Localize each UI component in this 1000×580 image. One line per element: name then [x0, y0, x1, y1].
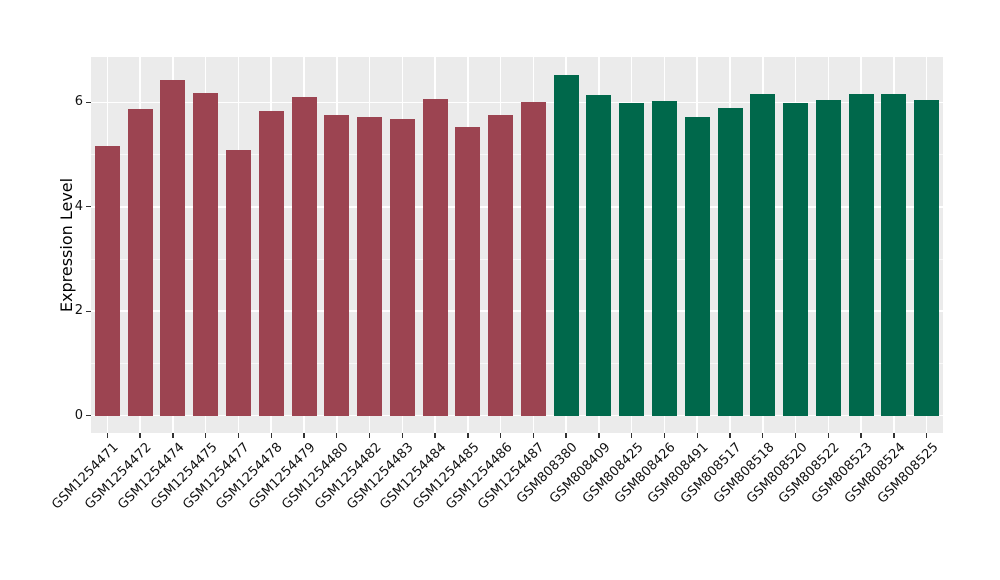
- bar-GSM1254471: [94, 145, 120, 416]
- bar-GSM1254474: [160, 79, 186, 416]
- bar-GSM808425: [619, 103, 645, 416]
- y-axis-tick-0: [86, 414, 91, 417]
- bar-GSM808491: [684, 117, 710, 416]
- gridline-major-y-0: [91, 414, 943, 417]
- x-axis-tick-GSM808425: [630, 433, 633, 438]
- x-axis-tick-GSM1254484: [434, 433, 436, 438]
- y-tick-label: 6: [74, 94, 83, 110]
- bar-GSM808517: [717, 107, 743, 416]
- plot-panel: [91, 57, 943, 433]
- bar-GSM1254478: [258, 110, 284, 416]
- bar-GSM1254480: [324, 115, 350, 416]
- x-axis-tick-GSM808520: [794, 433, 797, 438]
- x-axis-tick-GSM1254486: [499, 433, 502, 438]
- gridline-minor-y-1: [91, 362, 943, 364]
- y-tick-label: 4: [74, 198, 83, 214]
- bar-GSM1254472: [127, 109, 153, 416]
- x-axis-tick-GSM1254487: [532, 433, 535, 438]
- x-axis-tick-GSM1254477: [237, 433, 240, 438]
- bar-GSM1254486: [488, 114, 514, 416]
- x-axis-tick-GSM808491: [696, 433, 698, 438]
- x-axis-tick-GSM1254475: [204, 433, 207, 438]
- bar-GSM808518: [750, 93, 776, 416]
- bar-GSM808426: [651, 101, 677, 416]
- bar-GSM808522: [815, 100, 841, 416]
- x-axis-tick-GSM808525: [925, 433, 928, 438]
- y-axis-tick-6: [86, 101, 91, 104]
- x-axis-tick-GSM808517: [729, 433, 731, 438]
- x-axis-tick-GSM808523: [860, 433, 862, 438]
- gridline-minor-y-3: [91, 258, 943, 260]
- bar-GSM808525: [914, 100, 940, 416]
- x-axis-tick-GSM808426: [663, 433, 666, 438]
- x-axis-tick-GSM1254471: [106, 433, 109, 438]
- gridline-major-y-2: [91, 310, 943, 312]
- x-axis-tick-GSM1254480: [336, 433, 338, 438]
- x-axis-tick-GSM1254482: [368, 433, 371, 438]
- x-axis-tick-GSM808522: [827, 433, 829, 438]
- bar-GSM808409: [586, 95, 612, 416]
- x-axis-tick-GSM1254485: [467, 433, 469, 438]
- bar-GSM1254485: [455, 127, 481, 416]
- y-tick-label: 2: [74, 303, 83, 319]
- bar-GSM1254483: [389, 118, 415, 416]
- y-axis-tick-2: [86, 310, 91, 312]
- x-axis-tick-GSM1254474: [172, 433, 174, 438]
- bar-GSM1254484: [422, 99, 448, 416]
- x-axis-tick-GSM1254478: [270, 433, 272, 438]
- bar-GSM1254482: [357, 117, 383, 416]
- bar-GSM1254487: [520, 101, 546, 416]
- x-axis-tick-GSM1254483: [401, 433, 403, 438]
- bar-GSM808520: [783, 102, 809, 416]
- gridline-major-y-6: [91, 101, 943, 104]
- bar-GSM1254477: [225, 149, 251, 416]
- bar-GSM1254475: [193, 93, 219, 416]
- y-axis-tick-4: [86, 206, 91, 208]
- x-axis-tick-GSM808518: [762, 433, 764, 438]
- y-tick-label: 0: [74, 407, 83, 423]
- x-axis-tick-GSM1254472: [139, 433, 141, 438]
- x-axis-tick-GSM1254479: [303, 433, 305, 438]
- gridline-minor-y-5: [91, 154, 943, 156]
- x-axis-tick-GSM808380: [565, 433, 567, 438]
- bar-GSM808524: [881, 93, 907, 416]
- x-axis-tick-GSM808409: [598, 433, 600, 438]
- gridline-major-y-4: [91, 206, 943, 208]
- bar-GSM808380: [553, 74, 579, 416]
- bar-GSM808523: [848, 93, 874, 416]
- bar-GSM1254479: [291, 96, 317, 416]
- x-axis-tick-GSM808524: [893, 433, 895, 438]
